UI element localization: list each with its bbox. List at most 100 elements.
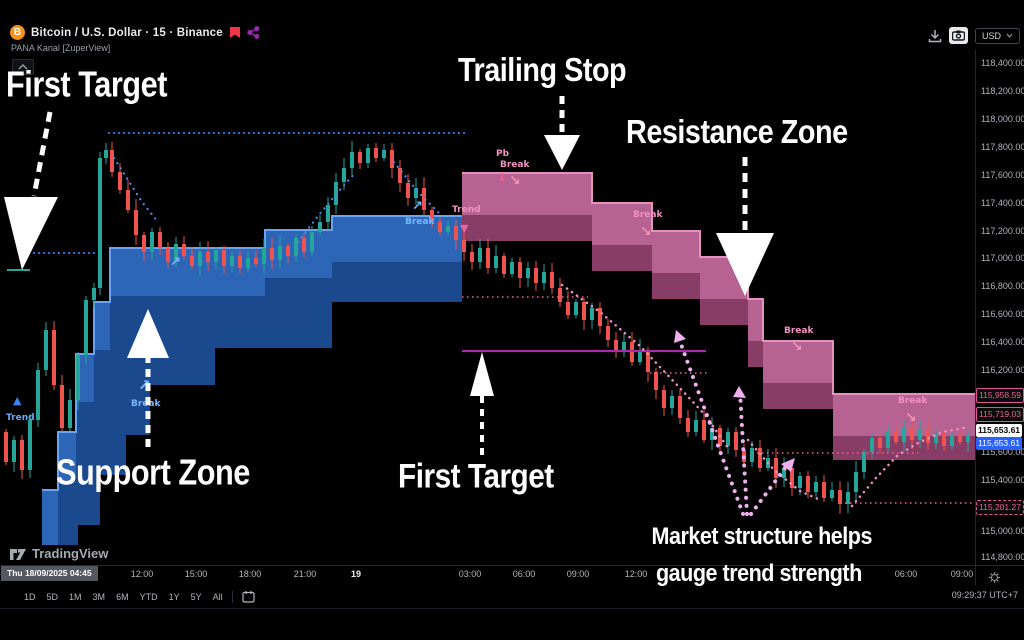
band-marker: Trend bbox=[6, 413, 35, 423]
candle bbox=[182, 244, 186, 256]
candle bbox=[726, 432, 730, 446]
annotation-support-zone: Support Zone bbox=[56, 452, 250, 493]
candle bbox=[774, 458, 778, 478]
candle bbox=[462, 240, 466, 252]
candle bbox=[566, 302, 570, 315]
candle bbox=[198, 252, 202, 266]
candle bbox=[414, 188, 418, 198]
toolbar-divider bbox=[231, 590, 233, 603]
price-label-pink: 115,958.59 bbox=[976, 388, 1024, 403]
time-tick: 12:00 bbox=[624, 569, 648, 579]
bitcoin-logo-icon: B bbox=[10, 25, 25, 40]
range-button-All[interactable]: All bbox=[212, 591, 223, 602]
candle bbox=[406, 183, 410, 198]
candle bbox=[36, 370, 40, 420]
band-marker: ▼ bbox=[460, 222, 469, 235]
price-label-pink: 115,719.03 bbox=[976, 407, 1024, 422]
candle bbox=[390, 150, 394, 168]
candle bbox=[950, 436, 954, 446]
currency-value: USD bbox=[981, 30, 1001, 41]
axis-settings-gear-icon[interactable] bbox=[988, 571, 1001, 589]
range-button-3M[interactable]: 3M bbox=[92, 591, 106, 602]
session-clock[interactable]: 09:29:37 UTC+7 bbox=[951, 590, 1018, 600]
download-button[interactable] bbox=[928, 29, 942, 43]
price-tick: 116,800.00 bbox=[981, 281, 1024, 291]
tradingview-watermark: TradingView bbox=[10, 546, 108, 561]
candle bbox=[134, 210, 138, 235]
range-button-YTD[interactable]: YTD bbox=[139, 591, 158, 602]
header-controls: USD bbox=[928, 27, 1020, 44]
candle bbox=[526, 268, 530, 278]
flag-icon[interactable] bbox=[229, 26, 241, 39]
candle bbox=[76, 355, 80, 400]
time-tick: 09:00 bbox=[950, 569, 974, 579]
candle bbox=[918, 430, 922, 440]
candle bbox=[422, 188, 426, 210]
candle bbox=[270, 248, 274, 260]
share-icon[interactable] bbox=[247, 26, 260, 39]
price-label-pink-dashed: 115,201.27 bbox=[976, 500, 1024, 515]
price-tick: 116,400.00 bbox=[981, 337, 1024, 347]
price-tick: 118,400.00 bbox=[981, 58, 1024, 68]
candle bbox=[142, 235, 146, 252]
candle bbox=[44, 330, 48, 370]
candle bbox=[574, 302, 578, 315]
band-marker: Break bbox=[784, 326, 814, 336]
camera-snapshot-button[interactable] bbox=[948, 27, 968, 44]
range-button-5D[interactable]: 5D bbox=[46, 591, 59, 602]
candle bbox=[942, 433, 946, 446]
candle bbox=[598, 308, 602, 326]
candle bbox=[854, 472, 858, 492]
collapse-panel-button[interactable] bbox=[12, 59, 34, 75]
band-marker: Break bbox=[898, 396, 928, 406]
range-button-6M[interactable]: 6M bbox=[116, 591, 129, 602]
candle bbox=[318, 222, 322, 232]
candle bbox=[902, 428, 906, 442]
price-tick: 118,000.00 bbox=[981, 114, 1024, 124]
support-band-dark bbox=[58, 262, 462, 545]
candle bbox=[910, 428, 914, 440]
candlesticks bbox=[4, 141, 970, 514]
candle bbox=[206, 252, 210, 262]
candle bbox=[670, 396, 674, 408]
candle bbox=[958, 436, 962, 442]
candle bbox=[702, 420, 706, 440]
price-tick: 118,200.00 bbox=[981, 86, 1024, 96]
candle bbox=[150, 232, 154, 252]
time-axis-border bbox=[0, 565, 1024, 566]
resistance-band-light bbox=[462, 173, 975, 436]
band-marker: Break bbox=[405, 217, 435, 227]
range-button-1Y[interactable]: 1Y bbox=[168, 591, 180, 602]
candle bbox=[894, 432, 898, 442]
candle bbox=[254, 258, 258, 264]
chart-pane: Trend▲↗Break↗↗BreakTrend▼PbBreak↓↘Break↘… bbox=[4, 132, 975, 545]
price-axis-border bbox=[975, 50, 976, 585]
annotation-resistance-zone: Resistance Zone bbox=[626, 114, 848, 151]
range-button-5Y[interactable]: 5Y bbox=[190, 591, 202, 602]
candle bbox=[654, 372, 658, 390]
first-target-top-arrow bbox=[4, 111, 58, 270]
currency-dropdown[interactable]: USD bbox=[974, 27, 1020, 44]
candle bbox=[214, 250, 218, 262]
annotation-first-target-top: First Target bbox=[6, 64, 167, 105]
price-tick: 117,400.00 bbox=[981, 198, 1024, 208]
candle bbox=[262, 248, 266, 264]
range-button-1D[interactable]: 1D bbox=[24, 591, 36, 602]
candle bbox=[126, 190, 130, 210]
annotation-market-structure-line1: Market structure helps bbox=[651, 522, 873, 550]
indicator-label[interactable]: PANA Kanal [ZuperView] bbox=[11, 43, 111, 53]
calendar-icon[interactable] bbox=[242, 590, 255, 603]
candle bbox=[806, 476, 810, 492]
candle bbox=[870, 438, 874, 452]
range-button-1M[interactable]: 1M bbox=[69, 591, 82, 602]
candle bbox=[222, 250, 226, 266]
candle bbox=[830, 490, 834, 498]
band-marker: ▲ bbox=[13, 394, 22, 407]
candle bbox=[862, 452, 866, 472]
annotation-market-structure-line2: gauge trend strength bbox=[655, 559, 862, 587]
symbol-header[interactable]: B Bitcoin / U.S. Dollar · 15 · Binance bbox=[10, 25, 260, 40]
candle bbox=[174, 244, 178, 262]
candle bbox=[478, 248, 482, 262]
candle bbox=[734, 432, 738, 450]
